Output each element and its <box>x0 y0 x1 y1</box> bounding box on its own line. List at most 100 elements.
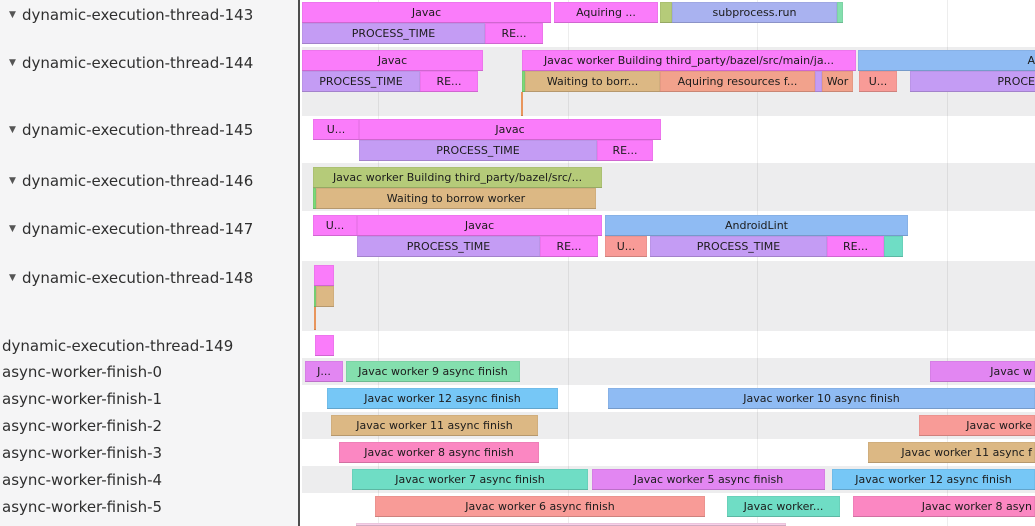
timeline-sliver[interactable] <box>884 236 903 257</box>
timeline-slice[interactable]: Javac worker Building third_party/bazel/… <box>522 50 856 71</box>
timeline-slice[interactable]: U... <box>859 71 897 92</box>
timeline-slice[interactable]: Javac worker 8 async finish <box>339 442 539 463</box>
timeline-slice[interactable]: Waiting to borr... <box>525 71 660 92</box>
slice-label: Javac worker 9 async finish <box>358 365 508 378</box>
timeline-slice[interactable]: Javac <box>357 215 602 236</box>
timeline-slice[interactable]: A <box>858 50 1035 71</box>
expander-triangle-icon[interactable]: ▼ <box>9 273 16 283</box>
expander-triangle-icon[interactable]: ▼ <box>9 176 16 186</box>
timeline-slice[interactable]: RE... <box>540 236 598 257</box>
sidebar-row-dynamic-execution-thread-146[interactable]: ▼ dynamic-execution-thread-146 <box>0 171 298 191</box>
timeline-sliver[interactable] <box>314 286 316 307</box>
sidebar-row-async-worker-finish-1[interactable]: async-worker-finish-1 <box>0 389 298 409</box>
thread-name-label: dynamic-execution-thread-149 <box>2 337 234 355</box>
timeline-slice[interactable]: Wor <box>822 71 853 92</box>
timeline-slice[interactable]: RE... <box>597 140 653 161</box>
sidebar-row-async-worker-finish-0[interactable]: async-worker-finish-0 <box>0 362 298 382</box>
timeline-sliver[interactable] <box>314 265 334 286</box>
timeline-slice[interactable]: Waiting to borrow worker <box>316 188 596 209</box>
timeline-slice[interactable]: Javac <box>302 50 483 71</box>
timeline-slice[interactable]: Javac worke <box>919 415 1035 436</box>
slice-label: U... <box>616 240 636 253</box>
timeline-slice[interactable]: Javac <box>302 2 551 23</box>
sidebar-row-async-worker-finish-4[interactable]: async-worker-finish-4 <box>0 470 298 490</box>
timeline-slice[interactable]: U... <box>313 119 359 140</box>
timeline-slice[interactable]: Javac worker... <box>727 496 840 517</box>
time-gridline <box>757 0 758 526</box>
slice-label: A <box>1027 54 1035 67</box>
timeline-sliver[interactable] <box>815 71 822 92</box>
timeline-slice[interactable]: J... <box>305 361 343 382</box>
timeline-slice[interactable]: RE... <box>827 236 884 257</box>
timeline-slice[interactable]: PROCESS_TIME <box>650 236 827 257</box>
slice-label: PROCESS_TIME <box>351 27 436 40</box>
expander-triangle-icon[interactable]: ▼ <box>9 58 16 68</box>
timeline-sliver[interactable] <box>522 71 525 92</box>
timeline-sliver[interactable] <box>315 335 334 356</box>
thread-name-label: async-worker-finish-1 <box>2 390 163 408</box>
timeline-sliver[interactable] <box>313 188 316 209</box>
track-background-band <box>302 261 1035 331</box>
sidebar-row-async-worker-finish-3[interactable]: async-worker-finish-3 <box>0 443 298 463</box>
timeline-slice[interactable]: PROCESS_TIME <box>357 236 540 257</box>
timeline-slice[interactable]: Javac worker 5 async finish <box>592 469 825 490</box>
timeline-sliver[interactable] <box>660 2 672 23</box>
slice-label: AndroidLint <box>725 219 788 232</box>
time-gridline <box>568 0 569 526</box>
timeline-slice[interactable]: RE... <box>420 71 478 92</box>
timeline-sliver[interactable] <box>356 523 786 526</box>
expander-triangle-icon[interactable]: ▼ <box>9 224 16 234</box>
expander-triangle-icon[interactable]: ▼ <box>9 125 16 135</box>
timeline[interactable]: Javac Aquiring ... subprocess.run PROCESS_T… <box>302 0 1035 526</box>
time-gridline <box>947 0 948 526</box>
sidebar-row-async-worker-finish-2[interactable]: async-worker-finish-2 <box>0 416 298 436</box>
timeline-slice[interactable]: Javac worker 6 async finish <box>375 496 705 517</box>
timeline-slice[interactable]: PROCESS_TIME <box>359 140 597 161</box>
timeline-slice[interactable]: RE... <box>485 23 543 44</box>
slice-label: Javac worker 6 async finish <box>465 500 615 513</box>
slice-label: Javac <box>495 123 525 136</box>
sidebar-row-async-worker-finish-5[interactable]: async-worker-finish-5 <box>0 497 298 517</box>
thread-name-label: async-worker-finish-0 <box>2 363 163 381</box>
sidebar-row-dynamic-execution-thread-147[interactable]: ▼ dynamic-execution-thread-147 <box>0 219 298 239</box>
timeline-slice[interactable]: Aquiring resources f... <box>660 71 815 92</box>
timeline-sliver[interactable] <box>314 307 316 330</box>
timeline-slice[interactable]: Javac w <box>930 361 1035 382</box>
timeline-slice[interactable]: subprocess.run <box>672 2 837 23</box>
sidebar-row-dynamic-execution-thread-143[interactable]: ▼ dynamic-execution-thread-143 <box>0 5 298 25</box>
timeline-slice[interactable]: Javac worker 8 asyn <box>853 496 1035 517</box>
timeline-slice[interactable]: Aquiring ... <box>554 2 658 23</box>
timeline-slice[interactable]: Javac worker 11 async f <box>868 442 1035 463</box>
timeline-slice[interactable]: PROCE <box>910 71 1035 92</box>
slice-label: Waiting to borr... <box>546 75 639 88</box>
thread-name-label: dynamic-execution-thread-148 <box>22 269 254 287</box>
slice-label: Javac worker 11 async f <box>901 446 1032 459</box>
timeline-slice[interactable]: U... <box>313 215 357 236</box>
slice-label: Javac worker... <box>743 500 824 513</box>
timeline-sliver[interactable] <box>316 286 334 307</box>
timeline-slice[interactable]: Javac worker 11 async finish <box>331 415 538 436</box>
timeline-slice[interactable]: PROCESS_TIME <box>302 23 485 44</box>
timeline-slice[interactable]: Javac worker 12 async finish <box>832 469 1035 490</box>
slice-label: Aquiring ... <box>576 6 636 19</box>
timeline-slice[interactable]: AndroidLint <box>605 215 908 236</box>
sidebar-row-dynamic-execution-thread-149[interactable]: dynamic-execution-thread-149 <box>0 336 298 356</box>
sidebar-row-dynamic-execution-thread-148[interactable]: ▼ dynamic-execution-thread-148 <box>0 268 298 288</box>
sidebar-row-dynamic-execution-thread-145[interactable]: ▼ dynamic-execution-thread-145 <box>0 120 298 140</box>
timeline-slice[interactable]: U... <box>605 236 647 257</box>
timeline-slice[interactable]: Javac worker 10 async finish <box>608 388 1035 409</box>
timeline-slice[interactable]: PROCESS_TIME <box>302 71 420 92</box>
sidebar-row-dynamic-execution-thread-144[interactable]: ▼ dynamic-execution-thread-144 <box>0 53 298 73</box>
timeline-slice[interactable]: Javac <box>359 119 661 140</box>
timeline-sliver[interactable] <box>521 92 523 116</box>
thread-name-label: dynamic-execution-thread-145 <box>22 121 254 139</box>
timeline-slice[interactable]: Javac worker 12 async finish <box>327 388 558 409</box>
timeline-slice[interactable]: Javac worker 7 async finish <box>352 469 588 490</box>
expander-triangle-icon[interactable]: ▼ <box>9 10 16 20</box>
slice-label: RE... <box>842 240 869 253</box>
timeline-sliver[interactable] <box>837 2 843 23</box>
timeline-slice[interactable]: Javac worker Building third_party/bazel/… <box>313 167 602 188</box>
slice-label: Javac worke <box>966 419 1032 432</box>
timeline-slice[interactable]: Javac worker 9 async finish <box>346 361 520 382</box>
